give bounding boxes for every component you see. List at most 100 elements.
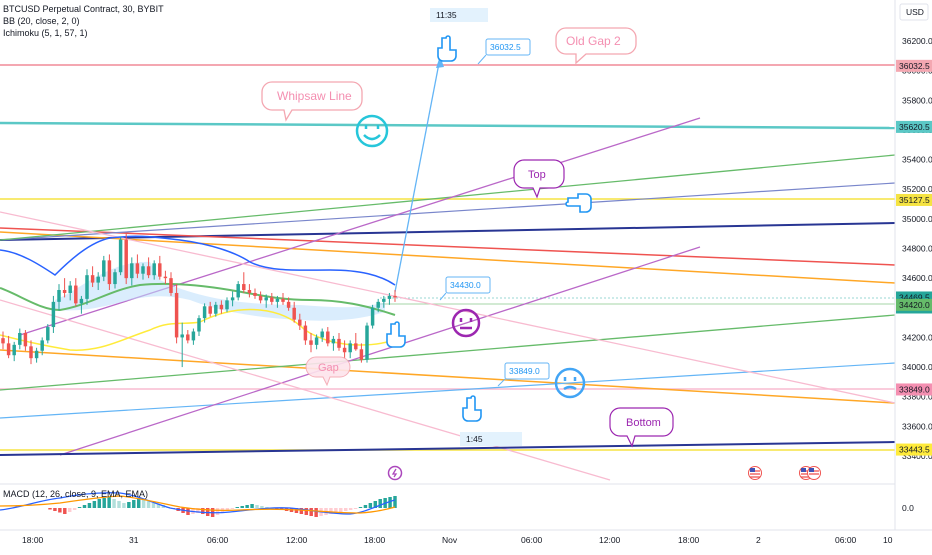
x-tick-label: 06:00 xyxy=(207,535,229,545)
candle-body xyxy=(298,319,302,326)
macd-pane: MACD (12, 26, close, 9, EMA, EMA) xyxy=(0,483,895,517)
candle-body xyxy=(219,304,224,310)
price-tag-bg xyxy=(896,193,932,206)
y-tick-label: 36200.0 xyxy=(902,36,932,46)
callout-gap-bubble xyxy=(305,356,351,387)
y-tick-label: 34600.0 xyxy=(902,273,932,283)
candle-body xyxy=(107,260,112,285)
trend-orange-lower xyxy=(0,349,896,404)
price-tag: 36032.5 xyxy=(899,61,930,71)
measure-box-34430 xyxy=(445,276,491,294)
macd-bar xyxy=(353,508,358,509)
candle-body xyxy=(275,298,280,302)
measure-box-33849 xyxy=(504,362,550,380)
macd-bar xyxy=(363,505,368,508)
macd-bar xyxy=(196,508,200,513)
price-tag: 34469.5 xyxy=(899,292,930,302)
macd-bar xyxy=(97,499,102,508)
bb-upper xyxy=(0,235,396,286)
currency-box xyxy=(899,3,929,21)
candle-body xyxy=(74,285,78,304)
price-tag-bg xyxy=(896,59,932,72)
x-tick-label: 06:00 xyxy=(835,535,857,545)
x-tick-label: 10 xyxy=(883,535,893,545)
macd-bar xyxy=(265,507,269,508)
macd-line xyxy=(0,492,396,515)
callout-whipsaw: Whipsaw Line xyxy=(277,89,352,103)
us-flag-icon xyxy=(748,466,762,480)
pointing-hand-icon xyxy=(565,193,592,213)
price-tag: 33443.5 xyxy=(899,445,930,455)
candle-body xyxy=(202,306,207,319)
candle-body xyxy=(169,278,173,293)
candle-body xyxy=(23,332,28,347)
price-axis: USD 36200.036000.035800.035600.035400.03… xyxy=(894,0,932,550)
candle-body xyxy=(326,331,330,344)
price-tag: 35127.5 xyxy=(899,195,930,205)
candle-body xyxy=(68,285,72,293)
candle-body xyxy=(6,343,11,356)
macd-signal xyxy=(0,495,396,514)
indicator-bb: BB (20, close, 2, 0) xyxy=(3,16,80,26)
candle-body xyxy=(314,337,319,345)
macd-bar xyxy=(368,503,373,508)
macd-bar xyxy=(329,508,333,514)
y-tick-label: 35200.0 xyxy=(902,184,932,194)
candle-body xyxy=(186,334,190,341)
smiley-neutral-icon xyxy=(451,308,481,338)
macd-bar xyxy=(255,505,259,508)
candle-body xyxy=(230,297,235,301)
price-axis-bg xyxy=(895,0,932,550)
candle-body xyxy=(152,263,156,276)
candle-body xyxy=(214,304,218,314)
candle-body xyxy=(57,290,61,302)
macd-label: MACD (12, 26, close, 9, EMA, EMA) xyxy=(3,489,148,499)
smiley-happy-icon xyxy=(355,114,389,148)
macd-bar xyxy=(358,507,363,508)
macd-bar xyxy=(53,508,57,511)
price-tag-bg xyxy=(896,120,932,133)
candle-body xyxy=(387,295,392,299)
legend: BTCUSD Perpetual Contract, 30, BYBIT BB … xyxy=(3,4,164,38)
macd-bar xyxy=(117,501,121,508)
candle-body xyxy=(359,349,364,360)
trend-navy-bottom xyxy=(0,441,896,456)
candle-body xyxy=(281,298,285,302)
candle-body xyxy=(270,297,274,302)
candle-body xyxy=(382,298,386,302)
macd-bar xyxy=(373,501,378,508)
projection-arrow xyxy=(394,57,441,293)
trend-red xyxy=(0,227,896,266)
candle-body xyxy=(253,292,257,296)
measure-label-34430: 34430.0 xyxy=(450,280,481,290)
macd-bar xyxy=(48,508,52,510)
candle-body xyxy=(90,275,95,283)
callout-bottom-bubble xyxy=(609,407,674,448)
trend-purple-lower xyxy=(59,246,701,456)
tag-layer: 36032.535620.535127.534469.511:1534420.0… xyxy=(896,59,932,456)
macd-bar xyxy=(87,503,92,508)
macd-bar xyxy=(92,501,97,508)
macd-bar xyxy=(107,497,111,508)
measure-box-36032 xyxy=(485,38,531,56)
candle-body xyxy=(370,307,375,326)
candle-body xyxy=(197,318,201,332)
candle-body xyxy=(242,284,246,290)
candle-body xyxy=(85,275,89,299)
candle-body xyxy=(40,340,44,351)
candle-body xyxy=(118,239,123,273)
candle-body xyxy=(124,239,128,279)
y-tick-label: 34000.0 xyxy=(902,362,932,372)
candle-body xyxy=(51,301,56,328)
ytick-layer: 36200.036000.035800.035600.035400.035200… xyxy=(902,36,932,461)
price-tag: 34420.0 xyxy=(899,300,930,310)
candle-body xyxy=(29,346,33,359)
macd-bar xyxy=(299,508,304,514)
y-tick-label: 34200.0 xyxy=(902,332,932,342)
x-tick-label: Nov xyxy=(442,535,458,545)
macd-bar xyxy=(250,504,254,508)
macd-bar xyxy=(240,506,244,508)
candle-body xyxy=(12,344,16,356)
